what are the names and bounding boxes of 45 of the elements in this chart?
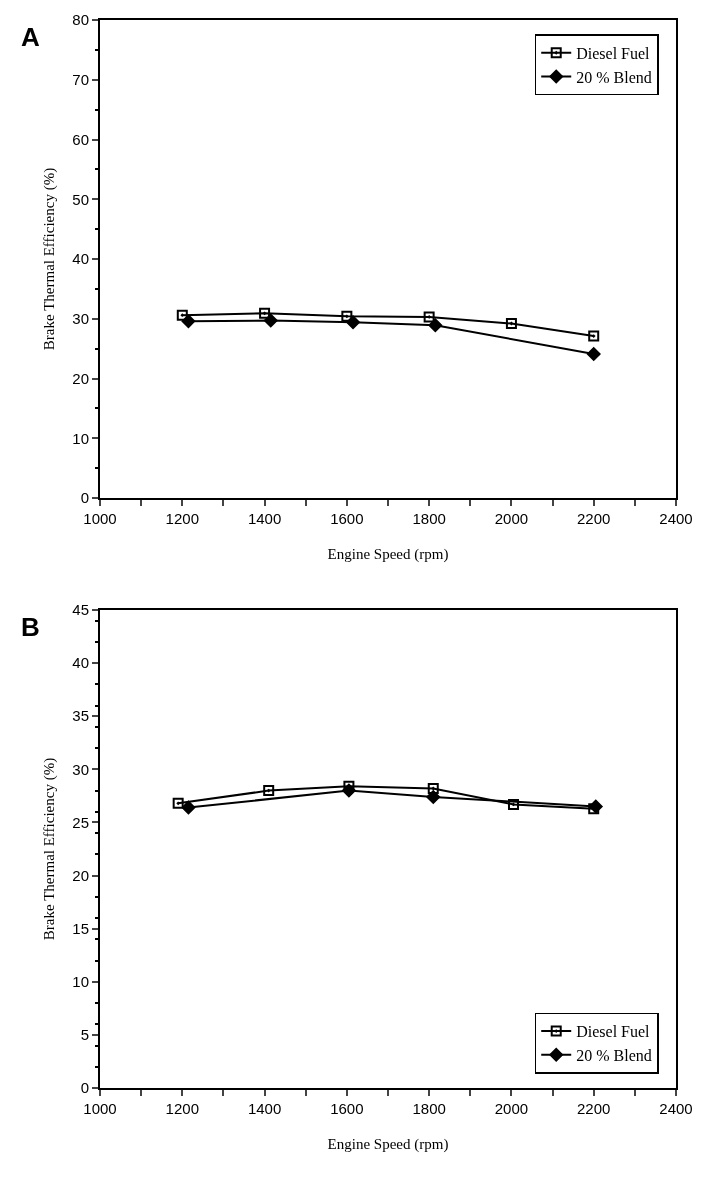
y-tick-label: 5 <box>80 1026 89 1044</box>
y-tick-label: 50 <box>72 190 89 208</box>
y-tick-label: 30 <box>72 310 89 327</box>
y-tick-label: 20 <box>72 369 89 387</box>
x-tick-label: 2000 <box>494 1100 529 1117</box>
y-tick-label: 40 <box>72 250 89 268</box>
y-tick-label: 0 <box>80 1079 89 1097</box>
y-tick-label: 45 <box>72 601 89 619</box>
x-tick-label: 2400 <box>659 1100 693 1117</box>
y-axis-title: Brake Thermal Efficiency (%) <box>41 167 59 351</box>
x-tick-label: 1400 <box>247 1100 282 1117</box>
x-tick-label: 1800 <box>412 1100 446 1117</box>
x-tick-label: 1200 <box>165 510 199 527</box>
y-tick-label: 60 <box>72 130 89 148</box>
x-axis-title: Engine Speed (rpm) <box>327 545 449 563</box>
legend-label: 20 % Blend <box>576 68 652 86</box>
x-tick-label: 2200 <box>577 1100 611 1117</box>
y-tick-label: 10 <box>72 973 89 991</box>
x-tick-label: 1600 <box>330 510 364 527</box>
x-tick-label: 1600 <box>330 1100 364 1117</box>
x-tick-label: 1000 <box>83 510 117 527</box>
legend-label: 20 % Blend <box>576 1047 652 1065</box>
x-tick-label: 1200 <box>165 1100 199 1117</box>
y-tick-label: 15 <box>72 919 89 937</box>
x-tick-label: 1400 <box>247 510 282 527</box>
y-tick-label: 30 <box>72 760 89 778</box>
x-tick-label: 1800 <box>412 510 446 527</box>
text: B <box>21 612 40 642</box>
y-tick-label: 40 <box>72 654 89 672</box>
x-tick-label: 2000 <box>494 510 529 527</box>
legend-label: Diesel Fuel <box>576 1023 651 1041</box>
x-tick-label: 1000 <box>83 1100 117 1117</box>
y-tick-label: 25 <box>72 813 89 831</box>
legend-label: Diesel Fuel <box>576 44 651 62</box>
y-tick-label: 35 <box>72 707 89 725</box>
y-axis-title: Brake Thermal Efficiency (%) <box>41 757 59 941</box>
y-tick-label: 10 <box>72 429 89 447</box>
y-tick-label: 0 <box>80 489 89 507</box>
x-tick-label: 2400 <box>659 510 693 527</box>
y-tick-label: 70 <box>72 71 89 88</box>
y-tick-label: 20 <box>72 866 89 884</box>
x-tick-label: 2200 <box>577 510 611 527</box>
x-axis-title: Engine Speed (rpm) <box>327 1135 449 1153</box>
y-tick-label: 80 <box>72 11 89 29</box>
text: A <box>21 22 40 52</box>
